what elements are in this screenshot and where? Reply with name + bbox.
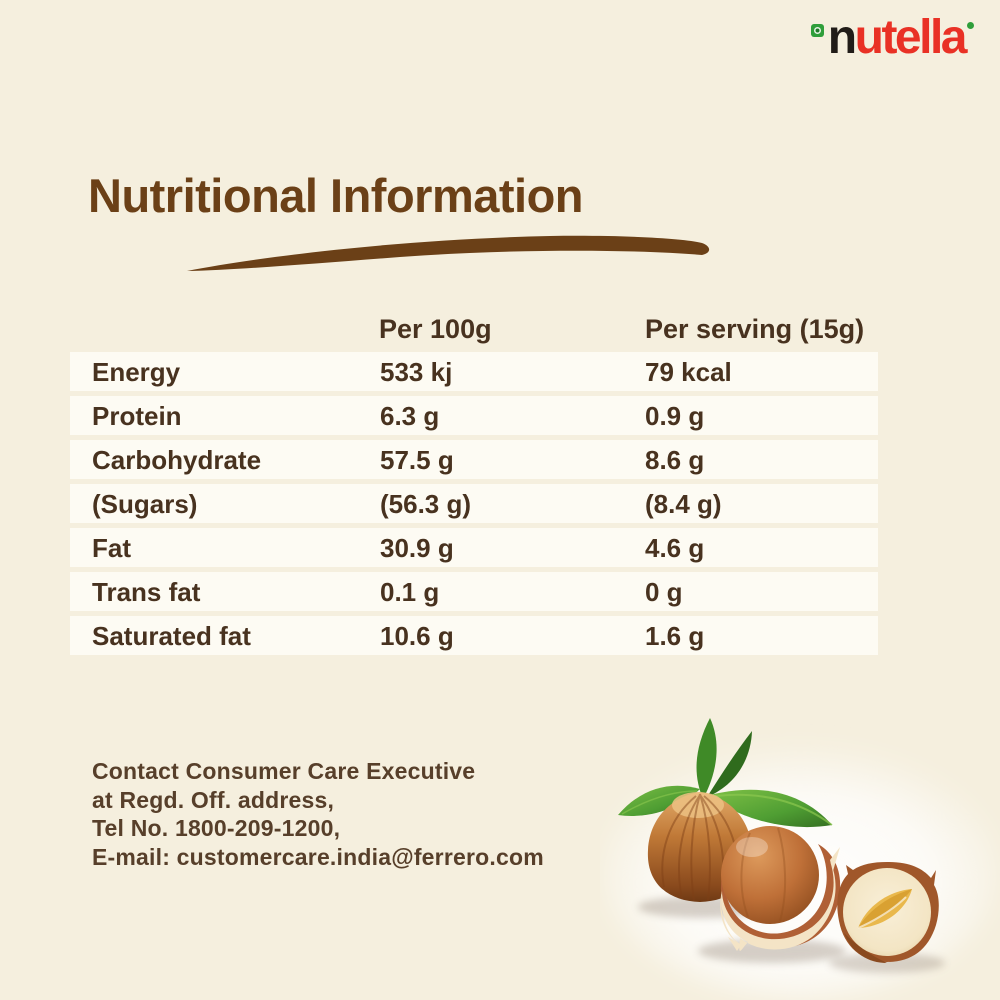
row-value-per-serving: 0.9 g: [645, 401, 705, 431]
nutrition-table: Energy 533 kj 79 kcal Protein 6.3 g 0.9 …: [70, 352, 878, 660]
consumer-care-contact: Contact Consumer Care Executive at Regd.…: [92, 757, 544, 871]
logo-wordmark: nutella: [828, 14, 968, 62]
column-header-per-serving: Per serving (15g): [645, 314, 865, 344]
row-label: Trans fat: [92, 577, 201, 607]
row-label: Carbohydrate: [92, 445, 262, 475]
contact-line-2: at Regd. Off. address,: [92, 786, 335, 813]
row-label: Protein: [92, 401, 182, 431]
vegetarian-mark-icon: [810, 24, 824, 37]
row-value-per-100g: 0.1 g: [380, 577, 440, 607]
brush-underline: [187, 235, 710, 271]
table-row-sugars: (Sugars) (56.3 g) (8.4 g): [70, 484, 878, 523]
table-row-energy: Energy 533 kj 79 kcal: [70, 352, 878, 391]
hazel-leaves: [618, 718, 833, 828]
row-value-per-serving: 1.6 g: [645, 621, 705, 651]
row-value-per-serving: (8.4 g): [645, 489, 722, 519]
table-row-trans-fat: Trans fat 0.1 g 0 g: [70, 572, 878, 611]
row-label: Saturated fat: [92, 621, 251, 651]
halved-hazelnut: [837, 862, 939, 963]
contact-line-3: Tel No. 1800-209-1200,: [92, 815, 341, 841]
contact-line-4: E-mail: customercare.india@ferrero.com: [92, 843, 544, 870]
table-row-fat: Fat 30.9 g 4.6 g: [70, 528, 878, 567]
hazelnut-kernel-in-shell: [720, 826, 841, 951]
nutella-logo: nutella: [810, 14, 974, 62]
row-value-per-100g: (56.3 g): [380, 489, 472, 519]
row-value-per-serving: 4.6 g: [645, 533, 705, 563]
logo-letter-n: n: [827, 11, 857, 64]
page-title: Nutritional Information: [88, 169, 584, 222]
row-label: (Sugars): [92, 489, 198, 519]
table-row-protein: Protein 6.3 g 0.9 g: [70, 396, 878, 435]
logo-letters-utella: utella: [854, 11, 968, 64]
row-value-per-100g: 533 kj: [380, 357, 453, 387]
contact-line-1: Contact Consumer Care Executive: [92, 758, 476, 784]
row-label: Fat: [92, 533, 131, 563]
hazelnut-illustration: [600, 718, 1000, 1000]
table-row-saturated-fat: Saturated fat 10.6 g 1.6 g: [70, 616, 878, 655]
row-value-per-100g: 6.3 g: [380, 401, 440, 431]
row-value-per-serving: 8.6 g: [645, 445, 705, 475]
row-value-per-100g: 57.5 g: [380, 445, 454, 475]
table-row-carbohydrate: Carbohydrate 57.5 g 8.6 g: [70, 440, 878, 479]
row-value-per-serving: 0 g: [645, 577, 683, 607]
row-value-per-serving: 79 kcal: [645, 357, 732, 387]
registered-dot-icon: [967, 22, 974, 29]
row-label: Energy: [92, 357, 181, 387]
row-value-per-100g: 10.6 g: [380, 621, 454, 651]
column-header-per-100g: Per 100g: [379, 314, 492, 344]
row-value-per-100g: 30.9 g: [380, 533, 454, 563]
